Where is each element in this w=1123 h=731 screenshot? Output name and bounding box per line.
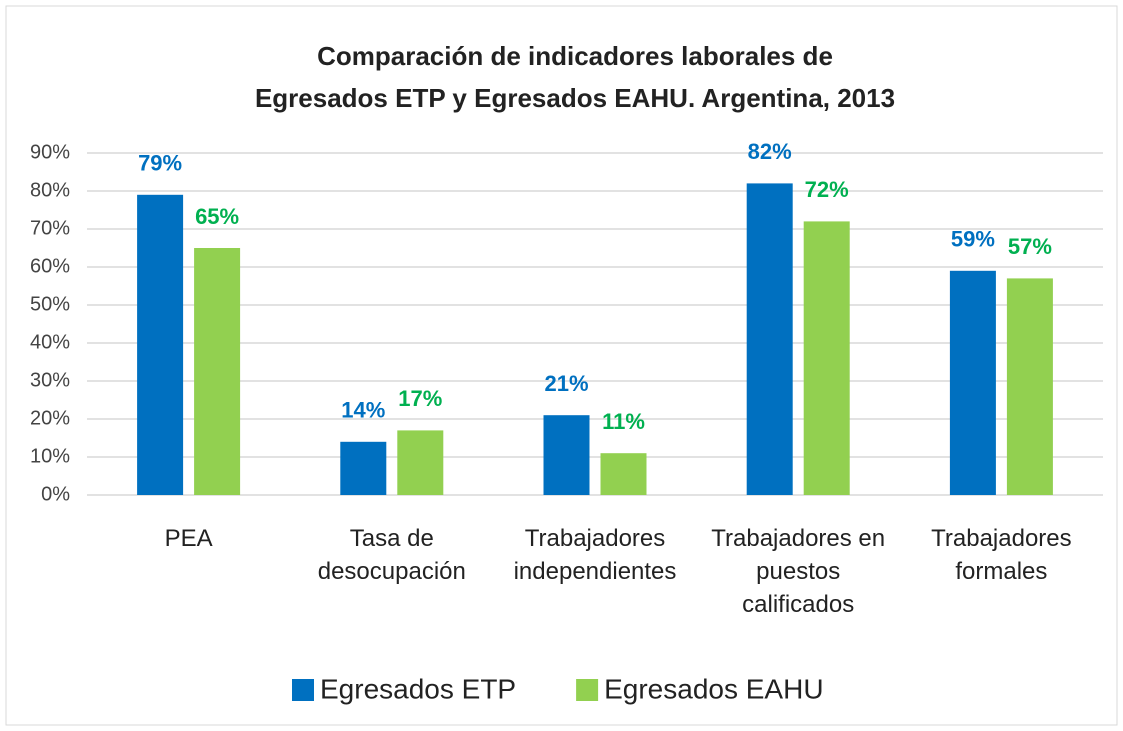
data-label: 72% [805,177,849,202]
data-label: 82% [748,139,792,164]
bar [1006,278,1053,495]
bar [803,221,850,495]
legend-swatch [576,679,599,701]
data-label: 11% [602,409,645,434]
y-tick-label: 70% [30,217,70,239]
bar [949,270,996,495]
data-label: 21% [544,371,588,396]
bar [194,248,241,495]
y-tick-label: 60% [30,255,70,277]
x-tick-label: Tasa de desocupación [317,525,466,585]
chart-frame [5,5,1118,726]
data-label: 14% [341,398,385,423]
x-tick-label: Trabajadores en puestos calificados [711,525,886,618]
x-tick-label: Trabajadores independientes [513,525,677,585]
y-tick-label: 90% [30,141,70,163]
y-tick-label: 10% [30,445,70,467]
y-tick-label: 20% [30,407,70,429]
x-tick-label: PEA [164,525,213,552]
bar [340,441,387,495]
y-tick-label: 40% [30,331,70,353]
legend-label: Egresados ETP [320,673,516,704]
bar [137,194,184,496]
y-tick-label: 0% [41,483,70,505]
y-tick-label: 80% [30,179,70,201]
data-label: 79% [138,151,182,176]
bar [600,453,647,495]
y-tick-label: 50% [30,293,70,315]
bar [746,183,793,495]
x-tick-label: Trabajadores formales [931,525,1072,585]
bar [397,430,444,495]
y-tick-label: 30% [30,369,70,391]
legend-label: Egresados EAHU [604,673,823,704]
bar [543,415,590,495]
legend-swatch [292,679,314,701]
data-label: 59% [951,227,995,252]
chart-title: Egresados ETP y Egresados EAHU. Argentin… [255,83,895,113]
chart-title: Comparación de indicadores laborales de [317,41,833,71]
data-label: 17% [398,386,442,411]
data-label: 57% [1008,234,1052,259]
data-label: 65% [195,204,239,229]
